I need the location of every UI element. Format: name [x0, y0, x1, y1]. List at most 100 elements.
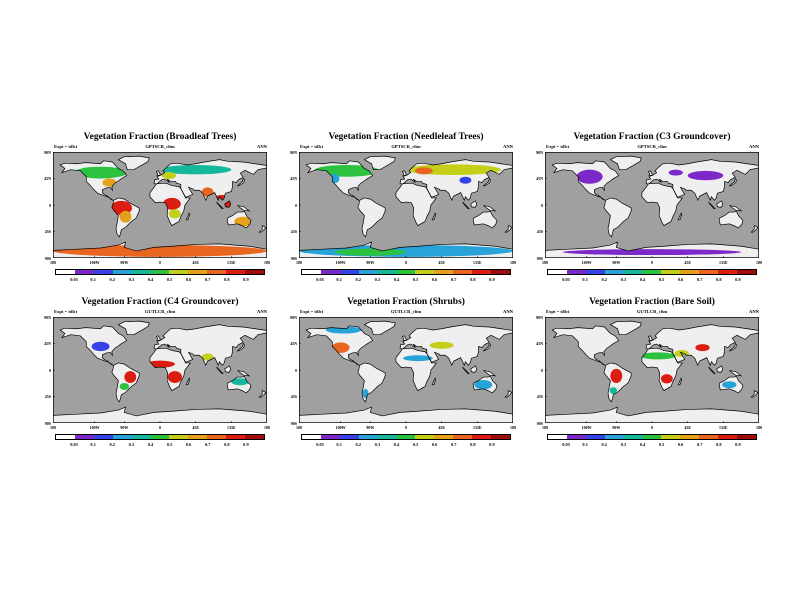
colorbar-label: 0.2: [355, 442, 362, 447]
experiment-label: Expt = tdlci: [300, 144, 324, 149]
experiment-label: Expt = tdlci: [546, 309, 570, 314]
x-tick-label: 135E: [226, 260, 236, 265]
colorbar-segment: [169, 435, 189, 439]
world-map: [545, 317, 759, 423]
x-tick-label: 45E: [192, 425, 199, 430]
vegetation-region: [687, 170, 724, 181]
coastline: [641, 347, 684, 392]
x-tick-label: 90W: [120, 260, 129, 265]
colorbar-segment: [169, 270, 189, 274]
land-greenland: [118, 156, 150, 170]
vegetation-region: [334, 248, 406, 256]
land-new-guinea: [729, 370, 742, 376]
map-area: [53, 317, 267, 423]
x-tick-label: 0: [651, 260, 653, 265]
colorbar-label: 0.7: [696, 277, 703, 282]
colorbar-label: 0.1: [90, 442, 96, 447]
vegetation-region: [119, 210, 132, 223]
x-tick-label: 90W: [120, 425, 129, 430]
y-tick-label: 0: [295, 367, 297, 373]
land-greenland: [610, 156, 642, 170]
coastline: [236, 370, 251, 377]
x-tick-label: 135E: [718, 260, 728, 265]
colorbar-segment: [302, 435, 321, 439]
colorbar-segment: [699, 270, 719, 274]
coastline: [551, 160, 620, 201]
x-tick-label: 90W: [612, 425, 621, 430]
vegetation-region: [313, 164, 380, 177]
coastline: [357, 362, 386, 403]
colorbar-segment: [131, 435, 151, 439]
land-new-guinea: [729, 205, 742, 211]
vegetation-region: [167, 371, 182, 383]
y-tick-label: 0: [541, 202, 543, 208]
colorbar-segment: [358, 270, 378, 274]
coastline: [645, 324, 759, 367]
colorbar-segment: [396, 270, 416, 274]
colorbar-label: 0.7: [696, 442, 703, 447]
y-tick-label: 45S: [536, 394, 543, 399]
y-tick-label: 90S: [536, 420, 543, 426]
coastline: [236, 205, 251, 212]
coastline: [472, 376, 498, 394]
x-tick-label: 100W: [89, 425, 100, 430]
x-tick-label: 180: [542, 260, 548, 265]
colorbar-segment: [718, 435, 738, 439]
colorbar-segment: [434, 435, 454, 439]
coastline: [462, 201, 470, 209]
colorbar-label: 0.1: [582, 277, 588, 282]
vegetation-region: [562, 249, 742, 256]
colorbar-segment: [150, 270, 170, 274]
y-tick-label: 0: [49, 367, 51, 373]
y-tick-label: 45N: [44, 341, 51, 346]
colorbar-segment: [491, 270, 510, 274]
season-label: ANN: [749, 309, 759, 314]
vegetation-region: [474, 380, 493, 390]
land-greenland: [364, 321, 396, 335]
panel-title: Vegetation Fraction (Broadleaf Trees): [83, 132, 237, 142]
coastline: [647, 170, 654, 177]
land-south-america: [603, 197, 632, 237]
colorbar-segment: [642, 270, 662, 274]
coastline: [155, 335, 162, 342]
colorbar-segment: [680, 435, 700, 439]
colorbar: [547, 269, 757, 275]
coastline: [609, 155, 642, 171]
coastline: [716, 200, 724, 208]
colorbar-label: 0.3: [374, 442, 381, 447]
x-tick-label: 180: [50, 260, 56, 265]
coastline: [395, 182, 438, 227]
colorbar-segment: [339, 435, 359, 439]
colorbar-segment: [737, 270, 756, 274]
land-borneo: [224, 365, 231, 373]
x-tick-label: 100W: [335, 260, 346, 265]
vegetation-region: [91, 341, 110, 352]
colorbar-label: 0.2: [109, 277, 116, 282]
land-australia: [473, 211, 497, 228]
coastline: [729, 342, 737, 352]
colorbar-segment: [623, 270, 643, 274]
world-map: [545, 152, 759, 258]
colorbar-label: 0.1: [90, 277, 96, 282]
colorbar-segment: [207, 435, 227, 439]
land-new-guinea: [237, 370, 250, 376]
coastline: [226, 211, 252, 229]
colorbar-segment: [472, 435, 492, 439]
y-tick-label: 45N: [44, 176, 51, 181]
coastline: [718, 376, 744, 394]
vegetation-region: [429, 341, 454, 349]
colorbar-segment: [150, 435, 170, 439]
map-panel: Vegetation Fraction (C3 Groundcover) Expt…: [536, 132, 762, 292]
colorbar-segment: [112, 270, 132, 274]
coastline: [149, 182, 192, 227]
x-tick-label: 100W: [581, 425, 592, 430]
colorbar-label: 0.7: [204, 277, 211, 282]
map-area: [545, 317, 759, 423]
vegetation-region: [610, 368, 623, 383]
vegetation-region: [124, 371, 137, 383]
x-tick-label: 100W: [89, 260, 100, 265]
colorbar-segment: [548, 270, 567, 274]
vegetation-region: [160, 164, 232, 175]
colorbar-label: 0.8: [224, 442, 230, 447]
vegetation-region: [609, 387, 617, 395]
